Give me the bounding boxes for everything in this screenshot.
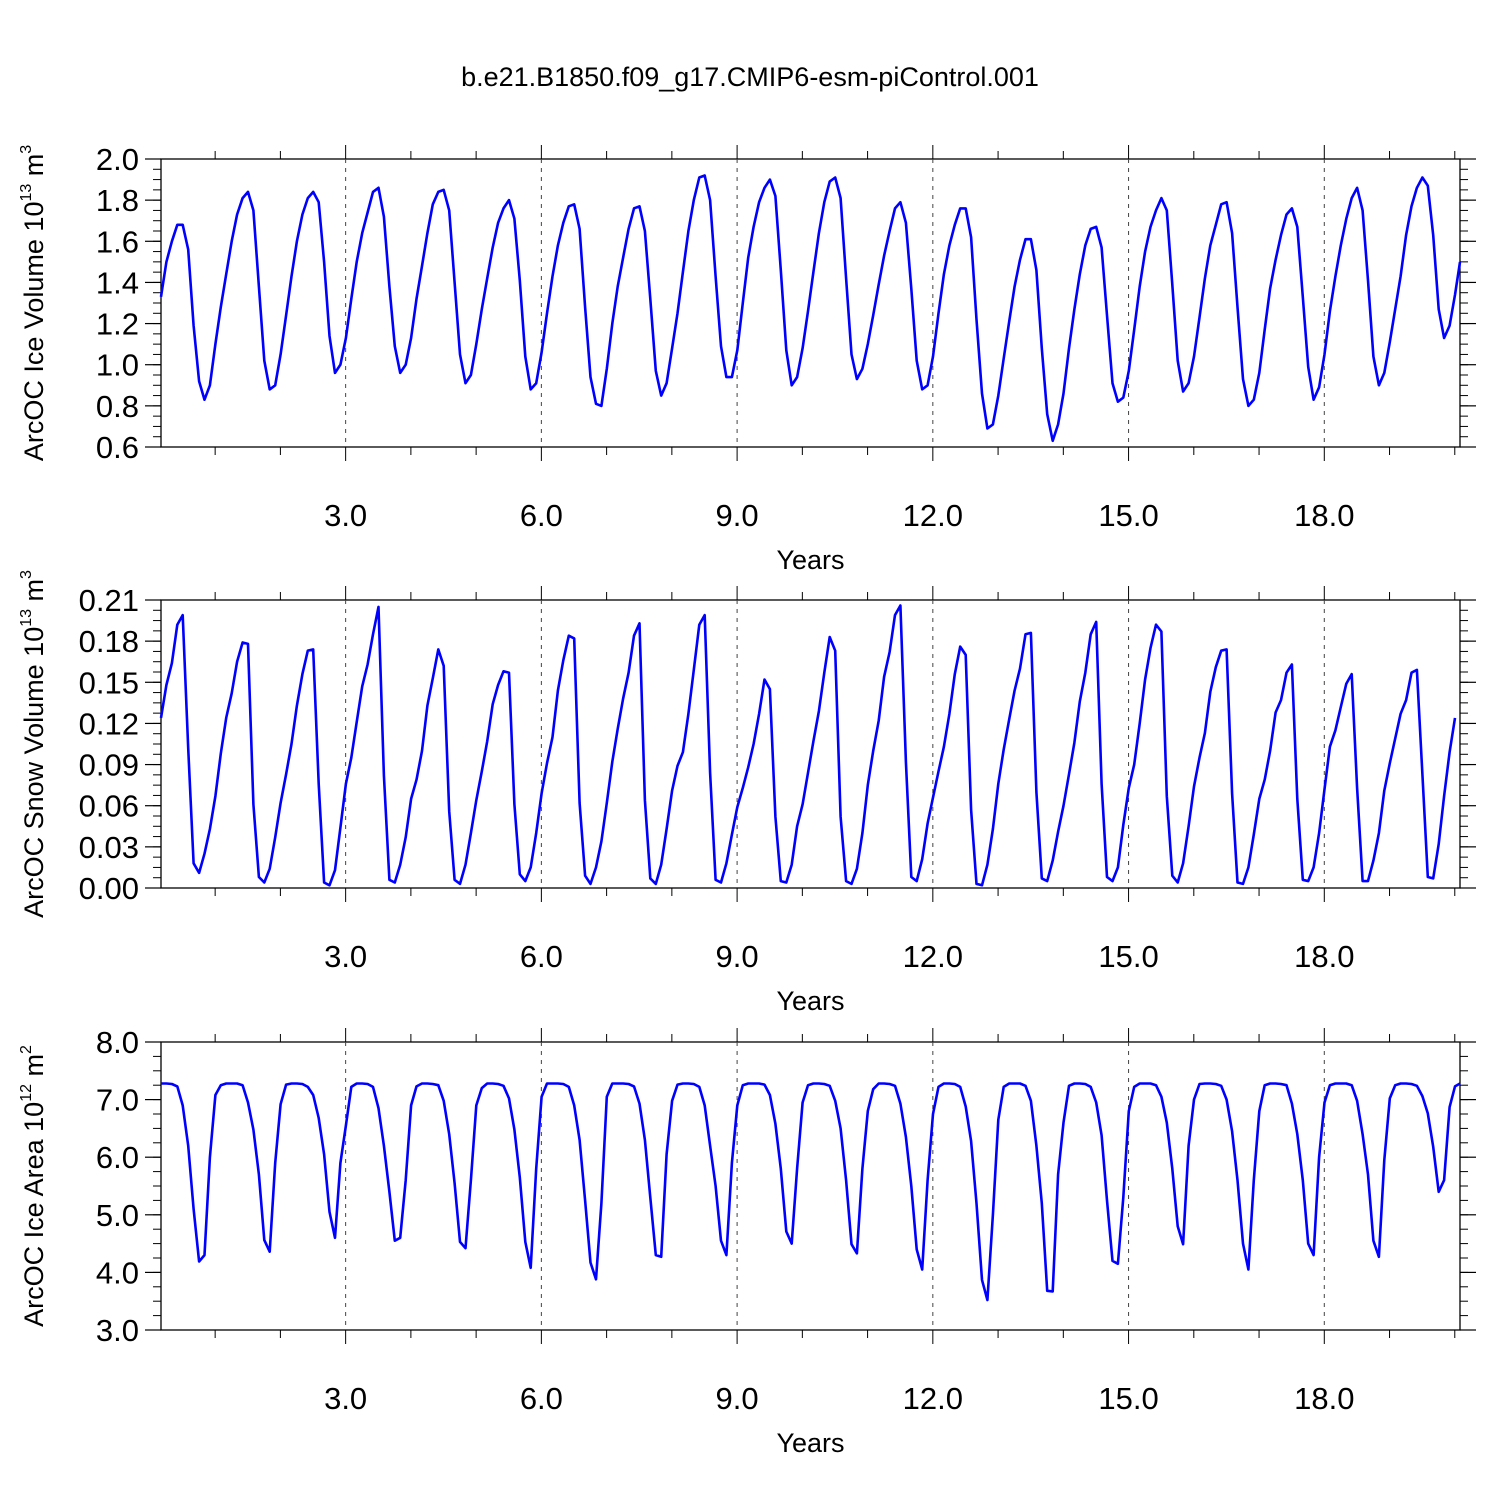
- x-axis-label: Years: [776, 1428, 844, 1458]
- x-tick-label: 12.0: [903, 498, 963, 533]
- y-axis-label: ArcOC Ice Volume 1013 m3: [18, 145, 49, 461]
- x-axis-label: Years: [776, 986, 844, 1016]
- x-tick-label: 6.0: [520, 1381, 563, 1416]
- series-line: [161, 1082, 1461, 1302]
- y-axis-label: ArcOC Snow Volume 1013 m3: [18, 570, 49, 918]
- x-tick-label: 18.0: [1294, 498, 1354, 533]
- panel-ice-area: 3.0 4.0 5.0 6.0 7.0 8.0 3.0 6.0 9.0 12.0 15.0 18.0 Y…: [18, 1025, 1476, 1458]
- y-tick-label: 0.21: [79, 583, 139, 618]
- y-tick-label: 0.00: [79, 871, 139, 906]
- x-tick-label: 3.0: [324, 498, 367, 533]
- y-tick-label: 0.8: [96, 389, 139, 424]
- panel-snow-volume: 0.00 0.03 0.06 0.09 0.12 0.15 0.18 0.21 3.0 6.0 9.…: [18, 570, 1476, 1016]
- panel-ice-volume: 0.6 0.8 1.0 1.2 1.4 1.6 1.8 2.0 3.0 6.0 9.0 12.0 15.…: [18, 142, 1476, 575]
- y-tick-label: 2.0: [96, 142, 139, 177]
- x-tick-label: 18.0: [1294, 1381, 1354, 1416]
- y-tick-label: 0.12: [79, 706, 139, 741]
- x-axis-label: Years: [776, 545, 844, 575]
- y-tick-label: 3.0: [96, 1313, 139, 1348]
- y-tick-label: 1.4: [96, 265, 139, 300]
- y-tick-label: 8.0: [96, 1025, 139, 1060]
- x-tick-label: 9.0: [716, 498, 759, 533]
- y-tick-label: 1.2: [96, 307, 139, 342]
- figure-title: b.e21.B1850.f09_g17.CMIP6-esm-piControl.…: [461, 62, 1039, 92]
- x-tick-label: 3.0: [324, 939, 367, 974]
- y-tick-label: 0.6: [96, 430, 139, 465]
- x-tick-label: 15.0: [1098, 498, 1158, 533]
- x-tick-label: 9.0: [716, 939, 759, 974]
- x-tick-label: 12.0: [903, 939, 963, 974]
- y-tick-label: 0.06: [79, 789, 139, 824]
- x-tick-label: 15.0: [1098, 939, 1158, 974]
- x-tick-label: 3.0: [324, 1381, 367, 1416]
- y-tick-label: 0.15: [79, 665, 139, 700]
- x-tick-label: 18.0: [1294, 939, 1354, 974]
- x-tick-label: 15.0: [1098, 1381, 1158, 1416]
- y-tick-label: 1.0: [96, 348, 139, 383]
- x-tick-label: 9.0: [716, 1381, 759, 1416]
- y-tick-label: 1.8: [96, 183, 139, 218]
- x-tick-label: 6.0: [520, 498, 563, 533]
- y-tick-label: 7.0: [96, 1083, 139, 1118]
- x-tick-label: 6.0: [520, 939, 563, 974]
- y-tick-label: 0.03: [79, 830, 139, 865]
- y-tick-label: 0.18: [79, 624, 139, 659]
- y-tick-label: 4.0: [96, 1255, 139, 1290]
- y-axis-label: ArcOC Ice Area 1012 m2: [18, 1045, 49, 1327]
- x-tick-label: 12.0: [903, 1381, 963, 1416]
- y-tick-label: 6.0: [96, 1140, 139, 1175]
- y-tick-label: 5.0: [96, 1198, 139, 1233]
- y-tick-label: 1.6: [96, 224, 139, 259]
- series-line: [159, 604, 1457, 887]
- y-tick-label: 0.09: [79, 748, 139, 783]
- series-line: [159, 174, 1462, 443]
- plot-frame: [160, 599, 1461, 889]
- plot-frame: [160, 158, 1461, 448]
